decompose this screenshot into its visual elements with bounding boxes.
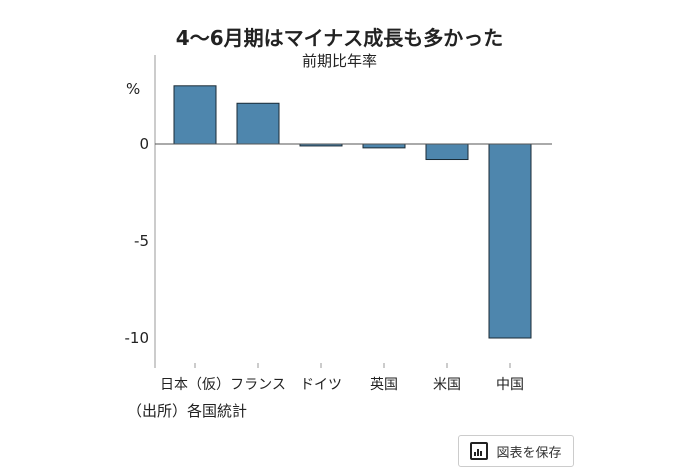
- bar: [362, 143, 406, 149]
- bar-chart-icon: [470, 442, 489, 460]
- save-chart-label: 図表を保存: [496, 445, 562, 461]
- x-tick-label: 英国: [370, 376, 398, 393]
- x-tick-label: 米国: [433, 377, 461, 393]
- source-note: （出所）各国統計: [127, 402, 248, 420]
- save-chart-button[interactable]: 図表を保存: [458, 435, 574, 467]
- chart-title: 4～6月期はマイナス成長も多かった: [175, 26, 504, 50]
- bar: [488, 143, 532, 339]
- x-tick-label: ドイツ: [300, 377, 342, 393]
- x-tick-label: 中国: [496, 377, 524, 393]
- bar: [425, 143, 469, 161]
- bar: [236, 102, 280, 145]
- bar: [173, 85, 217, 145]
- chart-subtitle: 前期比年率: [301, 52, 377, 70]
- x-tick-label: フランス: [230, 377, 286, 393]
- y-tick-label: -10: [125, 329, 150, 347]
- y-axis-unit: %: [126, 80, 141, 98]
- x-tick-label: 日本（仮）: [160, 377, 230, 393]
- y-tick-label: -5: [134, 232, 149, 250]
- y-tick-label: 0: [139, 135, 149, 153]
